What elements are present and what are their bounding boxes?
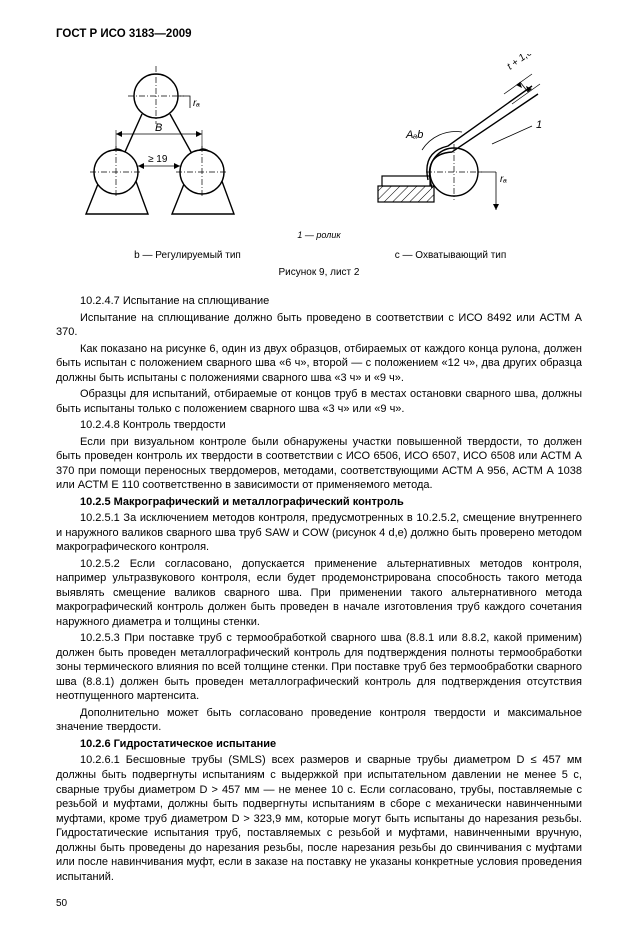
paragraph: Испытание на сплющивание должно быть про… <box>56 311 582 340</box>
figure-c-label: c — Охватывающий тип <box>319 250 582 261</box>
t16-label: t + 1,6 <box>505 54 535 72</box>
ra-label: rₐ <box>193 98 200 109</box>
ra2-label: rₐ <box>500 174 507 185</box>
page-number: 50 <box>56 898 582 909</box>
paragraph: 10.2.4.8 Контроль твердости <box>56 418 582 433</box>
figure-right: 1 t + 1,6 Aₐb rₐ <box>362 54 582 224</box>
agb-label: Aₐb <box>405 129 423 141</box>
paragraph: 10.2.4.7 Испытание на сплющивание <box>56 294 582 309</box>
figure-c-svg: 1 t + 1,6 Aₐb rₐ <box>362 54 582 224</box>
figure-sublabels: b — Регулируемый тип c — Охватывающий ти… <box>56 250 582 261</box>
paragraph: 10.2.5.1 За исключением методов контроля… <box>56 511 582 555</box>
paragraph: Дополнительно может быть согласовано про… <box>56 706 582 735</box>
paragraph: Если при визуальном контроле были обнару… <box>56 435 582 493</box>
figure-row: rₐ B <box>56 54 582 224</box>
paragraph: 10.2.5.2 Если согласовано, допускается п… <box>56 557 582 630</box>
roller-legend: 1 — ролик <box>56 230 582 240</box>
document-header: ГОСТ Р ИСО 3183—2009 <box>56 28 582 40</box>
figure-caption: Рисунок 9, лист 2 <box>56 267 582 278</box>
paragraph: 10.2.6.1 Бесшовные трубы (SMLS) всех раз… <box>56 753 582 884</box>
paragraph: Образцы для испытаний, отбираемые от кон… <box>56 387 582 416</box>
paragraph: 10.2.5 Макрографический и металлографиче… <box>56 495 582 510</box>
dim-b-label: B <box>155 122 162 134</box>
body-text: 10.2.4.7 Испытание на сплющивание Испытан… <box>56 294 582 884</box>
paragraph: 10.2.6 Гидростатическое испытание <box>56 737 582 752</box>
paragraph: Как показано на рисунке 6, один из двух … <box>56 342 582 386</box>
paragraph: 10.2.5.3 При поставке труб с термообрабо… <box>56 631 582 704</box>
geq19-label: ≥ 19 <box>148 154 168 165</box>
figure-b-svg: rₐ B <box>56 54 256 224</box>
figure-b-label: b — Регулируемый тип <box>56 250 319 261</box>
figure-left: rₐ B <box>56 54 256 224</box>
page-container: ГОСТ Р ИСО 3183—2009 rₐ <box>0 0 630 929</box>
one-label: 1 <box>536 119 542 131</box>
